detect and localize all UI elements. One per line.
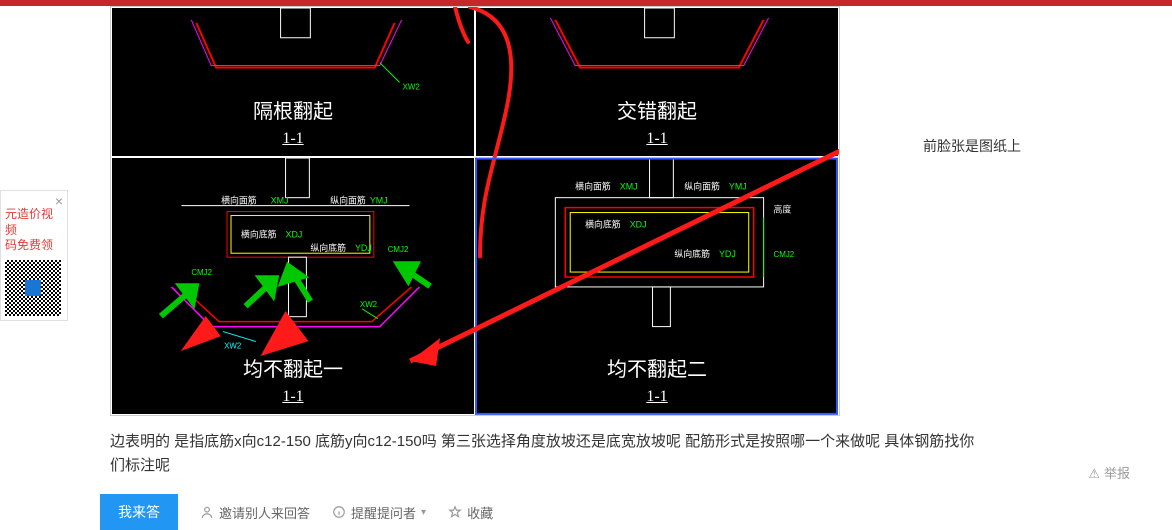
svg-text:XMJ: XMJ bbox=[271, 196, 289, 206]
cad-image: XW2 隔根翻起 1-1 交错翻起 1-1 bbox=[110, 6, 840, 416]
svg-text:横向底筋: 横向底筋 bbox=[241, 228, 277, 239]
svg-text:XMJ: XMJ bbox=[620, 182, 638, 192]
star-icon bbox=[448, 505, 462, 519]
main-content: XW2 隔根翻起 1-1 交错翻起 1-1 bbox=[80, 6, 1172, 526]
svg-text:纵向底筋: 纵向底筋 bbox=[674, 248, 710, 259]
qr-code[interactable] bbox=[5, 260, 61, 316]
promo-panel: × 元造价视频 码免费领 bbox=[0, 190, 68, 321]
svg-text:横向面筋: 横向面筋 bbox=[221, 195, 257, 206]
report-label: 举报 bbox=[1104, 466, 1130, 481]
remind-action[interactable]: 提醒提问者 ▾ bbox=[332, 503, 426, 522]
svg-text:XW2: XW2 bbox=[403, 82, 420, 91]
cad-cell-1: 交错翻起 1-1 bbox=[475, 7, 839, 157]
favorite-action[interactable]: 收藏 bbox=[448, 503, 493, 522]
promo-text: 元造价视频 码免费领 bbox=[5, 207, 63, 254]
user-icon bbox=[200, 505, 214, 519]
cell3-title: 均不翻起二 bbox=[476, 353, 838, 382]
svg-text:YMJ: YMJ bbox=[729, 182, 747, 192]
svg-text:XW2: XW2 bbox=[224, 341, 241, 350]
invite-label: 邀请别人来回答 bbox=[219, 503, 310, 522]
close-icon[interactable]: × bbox=[55, 193, 63, 209]
svg-text:横向底筋: 横向底筋 bbox=[585, 218, 621, 229]
info-icon bbox=[332, 505, 346, 519]
svg-text:高度: 高度 bbox=[774, 204, 792, 215]
favorite-label: 收藏 bbox=[467, 503, 493, 522]
action-bar: 我来答 邀请别人来回答 提醒提问者 ▾ 收藏 bbox=[100, 498, 493, 526]
svg-text:YDJ: YDJ bbox=[355, 243, 372, 253]
svg-text:纵向面筋: 纵向面筋 bbox=[684, 181, 720, 192]
report-link[interactable]: ⚠ 举报 bbox=[1088, 463, 1130, 482]
chevron-down-icon: ▾ bbox=[421, 507, 426, 518]
cell0-title: 隔根翻起 bbox=[112, 95, 474, 124]
cell2-title: 均不翻起一 bbox=[112, 353, 474, 382]
invite-action[interactable]: 邀请别人来回答 bbox=[200, 503, 310, 522]
cell2-sub: 1-1 bbox=[112, 388, 474, 406]
question-card: XW2 隔根翻起 1-1 交错翻起 1-1 bbox=[80, 6, 1150, 488]
cell1-sub: 1-1 bbox=[476, 130, 838, 148]
question-text: 边表明的 是指底筋x向c12-150 底筋y向c12-150吗 第三张选择角度放… bbox=[110, 430, 980, 478]
side-caption: 前脸张是图纸上 bbox=[923, 136, 1021, 156]
promo-line2: 码免费领 bbox=[5, 238, 53, 252]
cad-cell-2: 横向面筋 XMJ 纵向面筋 YMJ 横向底筋 XDJ 纵向底筋 YDJ CMJ2… bbox=[111, 157, 475, 415]
warning-icon: ⚠ bbox=[1088, 466, 1100, 481]
svg-text:XDJ: XDJ bbox=[286, 229, 303, 239]
svg-text:CMJ2: CMJ2 bbox=[388, 245, 409, 254]
svg-text:纵向底筋: 纵向底筋 bbox=[310, 242, 346, 253]
answer-button[interactable]: 我来答 bbox=[100, 494, 178, 530]
cell3-sub: 1-1 bbox=[476, 388, 838, 406]
svg-text:YDJ: YDJ bbox=[719, 249, 736, 259]
cell0-sub: 1-1 bbox=[112, 130, 474, 148]
svg-text:YMJ: YMJ bbox=[370, 196, 388, 206]
svg-text:CMJ2: CMJ2 bbox=[191, 268, 212, 277]
cad-cell-3: 横向面筋 XMJ 纵向面筋 YMJ 横向底筋 XDJ 纵向底筋 YDJ 高度 C bbox=[475, 157, 839, 415]
svg-text:横向面筋: 横向面筋 bbox=[575, 181, 611, 192]
cell1-title: 交错翻起 bbox=[476, 95, 838, 124]
svg-text:XW2: XW2 bbox=[360, 300, 377, 309]
promo-line1: 元造价视频 bbox=[5, 207, 53, 237]
remind-label: 提醒提问者 bbox=[351, 503, 416, 522]
svg-text:XDJ: XDJ bbox=[630, 219, 647, 229]
svg-text:纵向面筋: 纵向面筋 bbox=[330, 195, 366, 206]
cad-cell-0: XW2 隔根翻起 1-1 bbox=[111, 7, 475, 157]
cad-grid: XW2 隔根翻起 1-1 交错翻起 1-1 bbox=[111, 7, 839, 415]
svg-text:CMJ2: CMJ2 bbox=[774, 250, 795, 259]
